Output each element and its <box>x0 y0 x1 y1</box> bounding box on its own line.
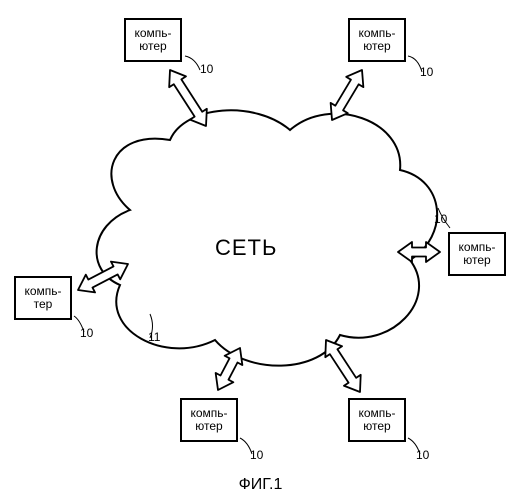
connection-arrow <box>318 335 369 398</box>
computer-node-label: компь- ютер <box>358 27 395 52</box>
computer-node: компь- ютер <box>448 232 506 276</box>
computer-node: компь- ютер <box>348 18 406 62</box>
computer-node-label: компь- ютер <box>134 27 171 52</box>
reference-number: 11 <box>148 330 160 344</box>
figure-caption: ФИГ.1 <box>0 476 521 494</box>
computer-node: компь- ютер <box>180 398 238 442</box>
reference-number: 10 <box>250 448 263 462</box>
connection-arrow <box>398 242 440 262</box>
reference-number: 10 <box>200 62 213 76</box>
connection-arrow <box>323 65 370 125</box>
computer-node: компь- ютер <box>348 398 406 442</box>
reference-lead <box>185 56 200 70</box>
connection-arrow <box>209 343 249 394</box>
cloud-label: СЕТЬ <box>215 235 277 261</box>
computer-node-label: компь- тер <box>24 285 61 310</box>
diagram-stage: компь- ютер 10 компь- ютер 10 компь- ютер 10 к… <box>0 0 521 500</box>
reference-number: 10 <box>434 212 447 226</box>
computer-node-label: компь- ютер <box>458 241 495 266</box>
reference-number: 10 <box>420 65 433 79</box>
reference-number: 10 <box>80 326 93 340</box>
connection-arrow <box>73 255 132 299</box>
computer-node-label: компь- ютер <box>358 407 395 432</box>
reference-number: 10 <box>416 448 429 462</box>
computer-node-label: компь- ютер <box>190 407 227 432</box>
computer-node: компь- ютер <box>124 18 182 62</box>
computer-node: компь- тер <box>14 276 72 320</box>
